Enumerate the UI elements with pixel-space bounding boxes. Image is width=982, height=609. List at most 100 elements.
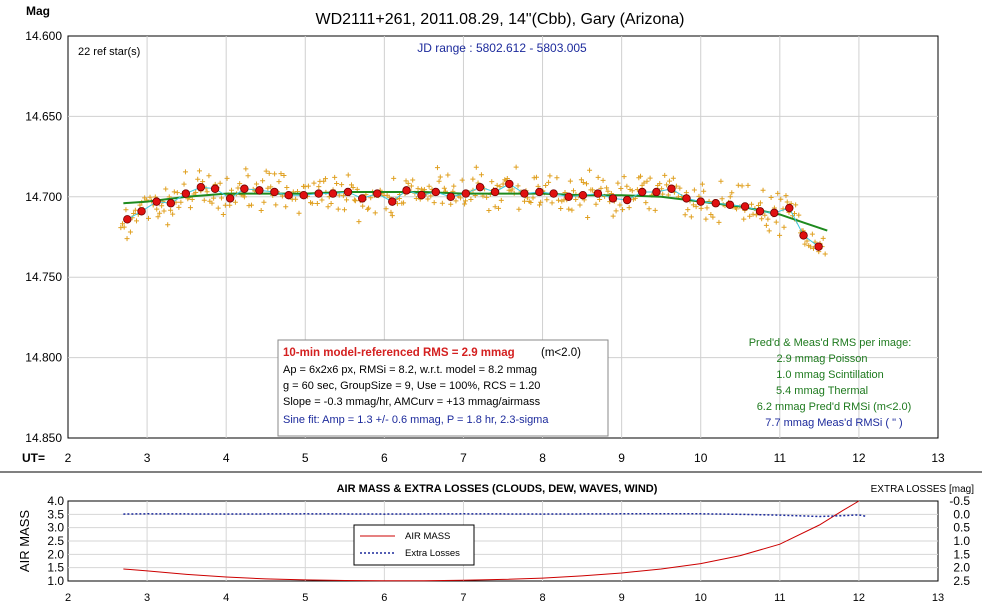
raw-point — [710, 214, 716, 220]
x-tick-label: 7 — [460, 592, 466, 604]
raw-point — [383, 206, 389, 212]
raw-point — [309, 200, 315, 206]
raw-point — [775, 190, 781, 196]
raw-point — [598, 185, 604, 191]
mean-point — [123, 215, 132, 224]
raw-point — [593, 201, 599, 207]
raw-point — [604, 185, 610, 191]
x-tick-label: 12 — [853, 592, 865, 604]
raw-point — [434, 165, 440, 171]
raw-point — [698, 205, 704, 211]
mean-point — [725, 200, 735, 210]
raw-point — [783, 193, 789, 199]
mean-point — [564, 192, 573, 201]
raw-point — [428, 193, 434, 199]
raw-point — [513, 164, 519, 170]
raw-point — [268, 184, 274, 190]
raw-point — [439, 200, 445, 206]
raw-point — [497, 184, 503, 190]
mean-point — [328, 189, 338, 198]
airmass-series-lines — [123, 500, 867, 582]
raw-point — [792, 210, 798, 216]
raw-point — [459, 177, 465, 183]
y-tick-label: 14.850 — [25, 431, 62, 445]
rms-measured: 7.7 mmag Meas'd RMSi ( " ) — [765, 417, 902, 429]
stats-box: 10-min model-referenced RMS = 2.9 mmag (… — [277, 339, 609, 437]
raw-point — [204, 189, 210, 195]
raw-point — [646, 206, 652, 212]
mean-point — [431, 187, 440, 197]
stats-slope-line: Slope = -0.3 mmag/hr, AMCurv = +13 mmag/… — [283, 396, 541, 408]
raw-point — [168, 207, 174, 213]
x-axis-label: UT= — [22, 451, 45, 465]
rms-legend: Pred'd & Meas'd RMS per image: 2.9 mmag … — [749, 337, 912, 429]
mean-point — [225, 194, 235, 203]
raw-point — [344, 197, 350, 203]
raw-point — [729, 190, 735, 196]
stats-rms-line: 10-min model-referenced RMS = 2.9 mmag — [283, 347, 515, 359]
x-tick-label: 13 — [931, 451, 945, 465]
raw-point — [573, 196, 579, 202]
raw-point — [227, 202, 233, 208]
raw-point — [248, 202, 254, 208]
raw-point — [569, 207, 575, 213]
raw-point — [747, 213, 753, 219]
y-tick-label: 14.800 — [25, 351, 62, 365]
raw-point — [820, 235, 826, 241]
raw-point — [580, 179, 586, 185]
y-tick-label: 14.700 — [25, 190, 62, 204]
raw-point — [425, 196, 431, 202]
y-tick-label: 14.750 — [25, 270, 62, 284]
mean-point — [578, 190, 588, 200]
raw-point — [641, 180, 647, 186]
raw-point — [181, 181, 187, 187]
mean-point — [166, 199, 176, 208]
raw-point — [237, 181, 243, 187]
raw-point — [405, 180, 411, 186]
extra-losses-tick-label: -0.5 — [949, 494, 970, 508]
group-mean-points — [123, 179, 823, 251]
rms-thermal: 5.4 mmag Thermal — [776, 385, 868, 397]
raw-point — [822, 251, 828, 257]
raw-point — [431, 200, 437, 206]
raw-point — [401, 200, 407, 206]
mean-point — [210, 184, 220, 193]
stats-rms-condition: (m<2.0) — [541, 347, 581, 359]
mean-point — [388, 197, 397, 206]
raw-point — [272, 171, 278, 177]
extra-losses-axis-label: EXTRA LOSSES [mag] — [871, 484, 975, 495]
legend-extra-losses-label: Extra Losses — [405, 548, 460, 559]
raw-point — [699, 181, 705, 187]
raw-point — [750, 211, 756, 217]
raw-point — [773, 219, 779, 225]
raw-point — [196, 168, 202, 174]
raw-point — [685, 207, 691, 213]
raw-point — [157, 210, 163, 216]
raw-point — [644, 178, 650, 184]
y-tick-label: 14.600 — [25, 29, 62, 43]
raw-point — [120, 221, 126, 227]
raw-point — [759, 216, 765, 222]
raw-point — [617, 202, 623, 208]
raw-point — [555, 197, 561, 203]
raw-point — [638, 173, 644, 179]
raw-point — [760, 187, 766, 193]
raw-point — [127, 229, 133, 235]
stats-aperture-line: Ap = 6x2x6 px, RMSi = 8.2, w.r.t. model … — [283, 364, 537, 376]
airmass-tick-label: 4.0 — [47, 494, 64, 508]
ref-stars-label: 22 ref star(s) — [78, 46, 140, 58]
mean-point — [284, 190, 293, 200]
raw-point — [217, 180, 223, 186]
raw-point — [796, 212, 802, 218]
raw-point — [413, 196, 419, 202]
mean-point — [196, 182, 206, 192]
mean-point — [152, 197, 161, 206]
raw-point — [437, 174, 443, 180]
raw-point — [187, 205, 193, 211]
raw-point — [516, 206, 522, 212]
raw-point — [134, 218, 140, 224]
raw-point — [305, 183, 311, 189]
y-axis-label: Mag — [26, 4, 50, 18]
raw-point — [211, 195, 217, 201]
x-tick-label: 10 — [694, 451, 708, 465]
